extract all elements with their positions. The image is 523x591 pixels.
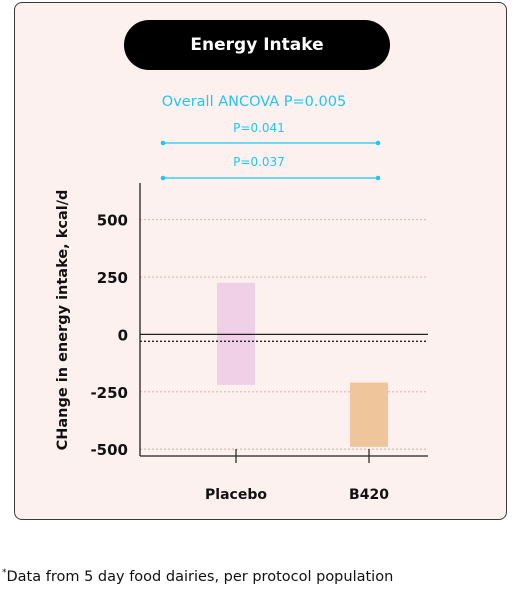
y-axis-label: CHange in energy intake, kcal/d	[55, 190, 71, 451]
bracket-end-dot	[160, 175, 166, 181]
y-tick-label: 0	[118, 326, 128, 344]
x-tick-label: Placebo	[205, 487, 267, 503]
bracket-end-dot	[375, 175, 381, 181]
chart-title: Energy Intake	[124, 20, 390, 70]
chart-card	[14, 2, 507, 520]
footnote-text: Data from 5 day food dairies, per protoc…	[6, 568, 394, 585]
y-tick-label: 500	[97, 212, 128, 230]
range-bar-b420	[350, 382, 388, 447]
comparison-p-annotation: P=0.041	[233, 121, 285, 135]
comparison-p-annotation: P=0.037	[233, 155, 285, 169]
x-tick-label: B420	[349, 487, 389, 503]
bracket-end-dot	[375, 140, 381, 146]
overall-p-annotation: Overall ANCOVA P=0.005	[162, 94, 346, 110]
bracket-end-dot	[160, 140, 166, 146]
footnote: *Data from 5 day food dairies, per proto…	[2, 568, 393, 585]
y-tick-label: -500	[90, 441, 128, 459]
y-tick-label: 250	[97, 269, 128, 287]
y-tick-label: -250	[90, 384, 128, 402]
footnote-mark: *	[2, 568, 7, 578]
